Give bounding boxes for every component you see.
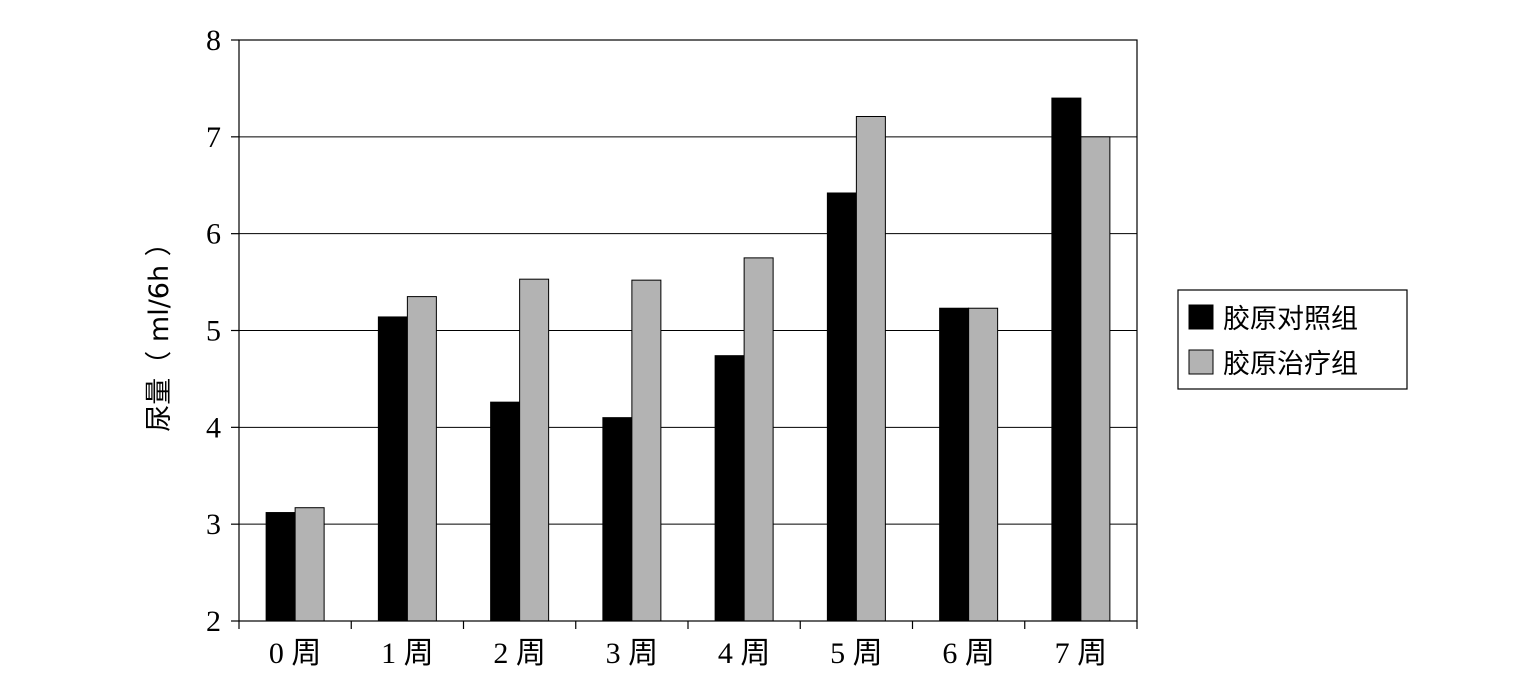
y-tick-label: 7 <box>206 121 221 154</box>
bar-control <box>377 316 408 622</box>
legend-label: 胶原治疗组 <box>1223 349 1358 380</box>
x-tick-label: 7 周 <box>1055 637 1108 670</box>
legend-label: 胶原对照组 <box>1223 304 1358 335</box>
x-tick-label: 3 周 <box>606 637 659 670</box>
bar-control <box>265 512 296 622</box>
y-axis-title: 尿量（ ml/6h ） <box>144 229 175 431</box>
bar-treatment <box>406 296 437 622</box>
bar-control <box>939 307 970 622</box>
x-tick-label: 5 周 <box>830 637 883 670</box>
y-tick-label: 2 <box>206 605 221 638</box>
bar-treatment <box>519 278 550 622</box>
x-tick-label: 6 周 <box>942 637 995 670</box>
bar-treatment <box>743 257 774 622</box>
x-tick-label: 1 周 <box>381 637 434 670</box>
grid-lines <box>239 136 1137 525</box>
legend-swatch <box>1188 349 1214 375</box>
legend-item: 胶原治疗组 <box>1188 349 1358 380</box>
legend: 胶原对照组 胶原治疗组 <box>1177 289 1408 390</box>
bar-control <box>1051 97 1082 622</box>
bar-treatment <box>1080 136 1111 622</box>
bar-control <box>826 192 857 622</box>
axes: 2 3 4 5 6 7 8 0 周 1 周 2 周 3 周 4 周 5 周 6 周 7 周 <box>206 24 1138 670</box>
legend-swatch <box>1188 304 1214 330</box>
bar-treatment <box>968 307 999 622</box>
bar-control <box>490 401 521 622</box>
y-tick-label: 3 <box>206 508 221 541</box>
legend-item: 胶原对照组 <box>1188 304 1358 335</box>
bar-control <box>714 355 745 622</box>
x-tick-label: 2 周 <box>493 637 546 670</box>
bar-treatment <box>631 279 662 622</box>
bar-control <box>602 417 633 622</box>
legend-box <box>1177 289 1408 390</box>
bar-treatment <box>294 507 325 622</box>
x-tick-label: 4 周 <box>718 637 771 670</box>
bars <box>265 97 1111 622</box>
y-tick-label: 5 <box>206 315 221 348</box>
x-tick-label: 0 周 <box>269 637 322 670</box>
y-tick-label: 6 <box>206 218 221 251</box>
y-tick-label: 4 <box>206 411 221 444</box>
bar-treatment <box>855 115 886 622</box>
y-tick-label: 8 <box>206 24 221 57</box>
